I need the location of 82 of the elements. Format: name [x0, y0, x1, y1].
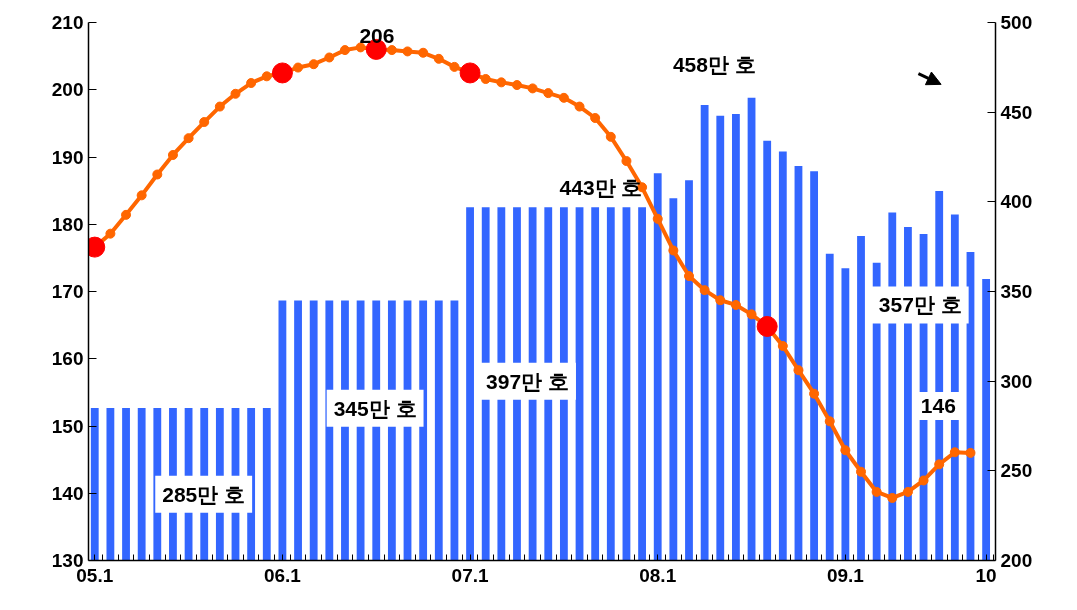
point	[715, 295, 726, 306]
y-tick-label: 150	[51, 415, 84, 437]
point	[261, 71, 272, 82]
x-tick-label: 06.1	[263, 564, 302, 586]
y-tick-label: 160	[51, 348, 84, 370]
point	[214, 101, 225, 112]
y2-tick-label: 350	[1000, 281, 1033, 302]
point	[418, 47, 429, 58]
x-tick-label: 09.1	[826, 564, 865, 586]
y2-tick-label: 400	[1000, 191, 1033, 213]
point	[668, 245, 679, 256]
point	[605, 131, 616, 142]
point	[246, 78, 257, 89]
point	[527, 83, 538, 94]
point	[199, 117, 210, 128]
point	[402, 46, 413, 57]
point	[887, 492, 898, 503]
annotation: 443만 호	[559, 176, 643, 200]
annotation: 206	[359, 23, 395, 47]
point	[324, 52, 335, 63]
point	[809, 388, 820, 399]
point	[105, 228, 116, 239]
y2-tick-label: 300	[1000, 370, 1033, 392]
x-tick-label: 08.1	[639, 564, 677, 586]
point	[543, 88, 554, 99]
point	[652, 213, 663, 224]
point	[934, 459, 945, 470]
point	[496, 77, 507, 88]
point	[965, 447, 976, 458]
y-tick-label: 210	[51, 12, 84, 33]
point	[433, 53, 444, 64]
y2-tick-label: 500	[1000, 12, 1033, 33]
annotation: 458만 호	[672, 52, 756, 76]
point	[871, 486, 882, 497]
y-tick-label: 200	[51, 79, 84, 101]
point	[339, 45, 350, 56]
y2-tick-label: 250	[1000, 460, 1033, 482]
point	[152, 169, 163, 180]
point	[918, 475, 929, 486]
point	[699, 285, 710, 296]
point	[480, 74, 491, 84]
point	[590, 113, 601, 123]
y-tick-label: 190	[51, 146, 84, 168]
point	[793, 365, 804, 376]
point	[574, 101, 585, 112]
point	[183, 133, 194, 144]
point	[684, 271, 694, 282]
x-tick-label: 10	[975, 564, 997, 586]
point	[386, 45, 397, 56]
point	[459, 62, 481, 84]
y-tick-label: 170	[51, 281, 84, 302]
annotation: 357만 호	[878, 293, 962, 317]
point	[856, 466, 867, 477]
point	[730, 299, 741, 310]
annotation: 285만 호	[162, 482, 246, 506]
point	[271, 62, 293, 84]
point	[756, 315, 778, 337]
point	[136, 190, 147, 201]
y-tick-label: 180	[51, 213, 84, 235]
x-tick-label: 07.1	[451, 564, 489, 586]
point	[824, 416, 835, 427]
point	[449, 61, 460, 72]
point	[840, 445, 851, 456]
y2-tick-label: 200	[1000, 550, 1033, 571]
point	[121, 209, 132, 220]
point	[355, 42, 366, 53]
point	[558, 92, 569, 103]
point	[902, 486, 913, 497]
annotation: 397만 호	[486, 369, 569, 393]
point	[511, 80, 522, 91]
point	[167, 149, 178, 160]
point	[777, 340, 788, 351]
point	[949, 447, 960, 458]
point	[746, 309, 757, 320]
point	[293, 62, 304, 73]
annotation: 146	[920, 394, 956, 418]
point	[308, 59, 319, 70]
annotation: 345만 호	[333, 396, 417, 420]
point	[230, 88, 241, 99]
y-tick-label: 140	[51, 482, 84, 504]
y2-tick-label: 450	[1000, 101, 1033, 123]
point	[621, 156, 632, 167]
